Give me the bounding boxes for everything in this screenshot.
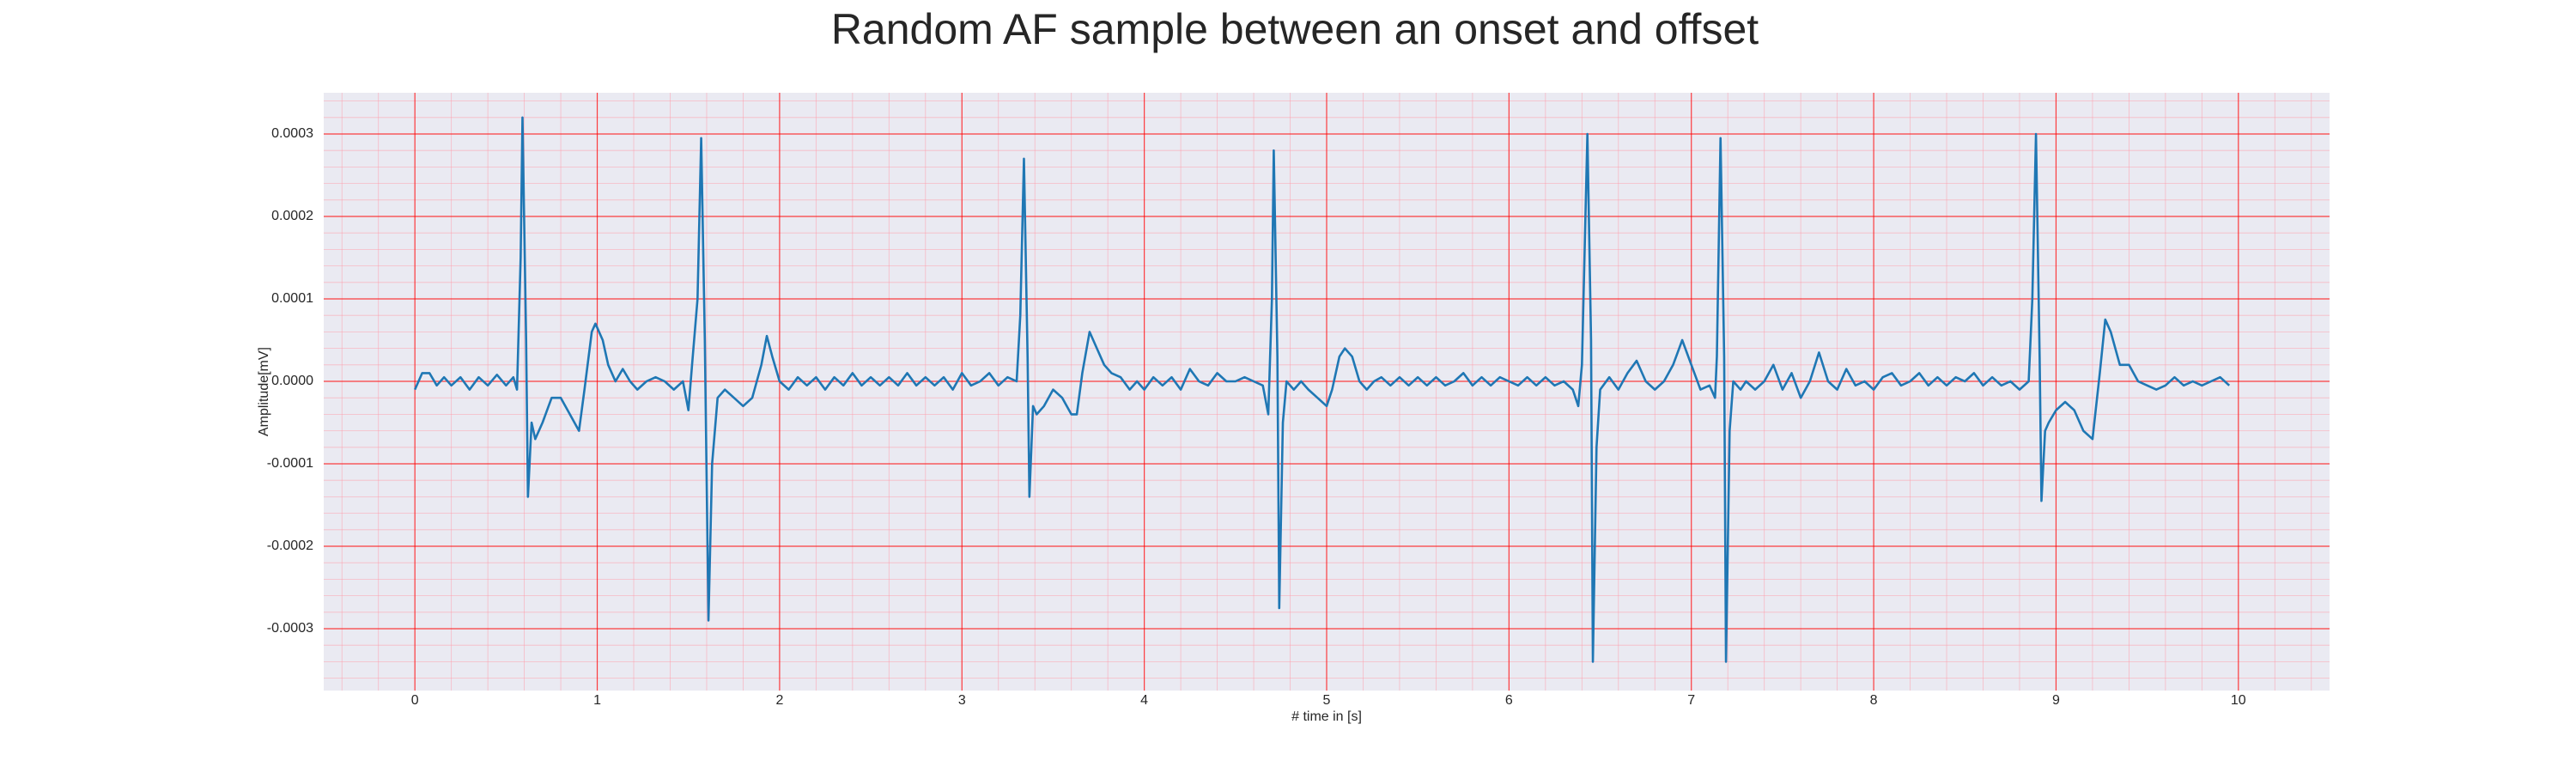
x-tick-label: 9 <box>2052 693 2060 708</box>
y-tick-label: 0.0001 <box>271 291 313 306</box>
x-tick-label: 4 <box>1140 693 1148 708</box>
y-tick-label: 0.0002 <box>271 209 313 223</box>
x-tick-label: 10 <box>2231 693 2246 708</box>
x-tick-label: 1 <box>593 693 601 708</box>
y-axis-label: Amplitude[mV] <box>257 347 271 436</box>
y-tick-label: 0.0003 <box>271 126 313 141</box>
y-tick-label: -0.0002 <box>267 539 313 553</box>
ecg-line <box>413 116 2231 663</box>
chart-title: Random AF sample between an onset and of… <box>831 5 1759 53</box>
x-axis-label: # time in [s] <box>1291 709 1362 724</box>
x-tick-label: 0 <box>411 693 419 708</box>
y-tick-label: -0.0003 <box>267 621 313 636</box>
x-tick-label: 7 <box>1687 693 1695 708</box>
x-tick-label: 5 <box>1323 693 1331 708</box>
x-tick-label: 2 <box>775 693 783 708</box>
x-tick-label: 6 <box>1505 693 1513 708</box>
y-tick-label: -0.0001 <box>267 456 313 471</box>
x-tick-label: 8 <box>1870 693 1878 708</box>
y-tick-label: 0.0000 <box>271 374 313 388</box>
x-tick-label: 3 <box>958 693 966 708</box>
